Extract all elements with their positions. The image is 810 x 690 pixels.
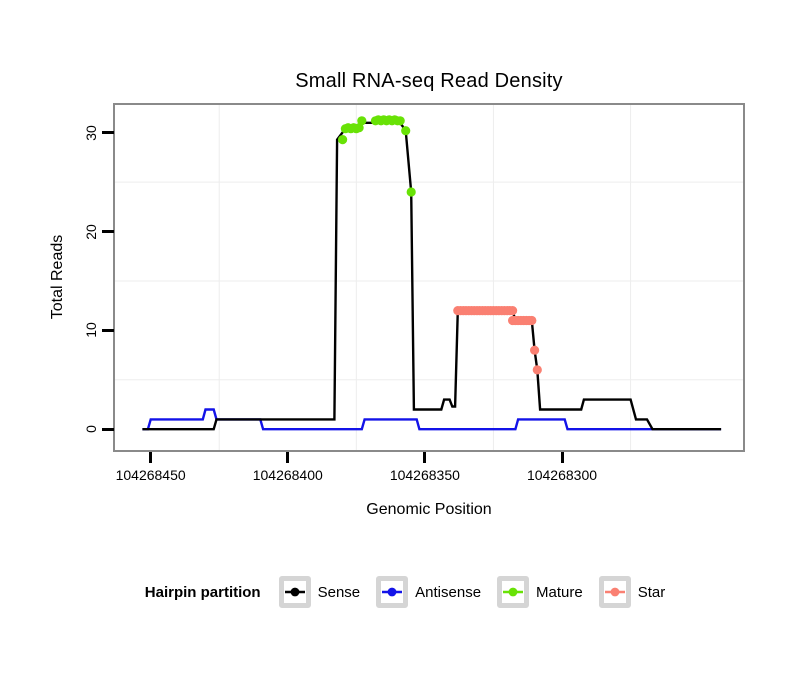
y-tick-mark	[102, 131, 114, 135]
legend-key-sense	[278, 576, 311, 608]
legend-key-swatch-star	[604, 587, 625, 597]
legend-key-star	[598, 576, 631, 608]
sense-line	[142, 121, 722, 431]
mature-point	[357, 116, 367, 126]
legend-item-antisense: Antisense	[376, 576, 481, 608]
y-tick-mark	[102, 427, 114, 431]
y-tick-label: 30	[83, 124, 99, 141]
legend-key-swatch-sense	[284, 587, 305, 597]
legend-key-dot-sense	[290, 587, 300, 597]
mature-point	[406, 187, 416, 197]
legend: Hairpin partition Sense Antisense Mature St…	[0, 576, 810, 608]
x-tick-mark	[423, 452, 427, 463]
legend-key-swatch-antisense	[382, 587, 403, 597]
legend-key-dot-mature	[508, 587, 518, 597]
x-tick-mark	[149, 452, 153, 463]
y-tick-label: 20	[83, 223, 99, 240]
legend-key-dot-antisense	[387, 587, 397, 597]
x-tick-label: 104268450	[115, 467, 186, 483]
chart-title: Small RNA-seq Read Density	[295, 70, 563, 92]
legend-title: Hairpin partition	[144, 583, 261, 601]
legend-item-sense: Sense	[278, 576, 361, 608]
legend-item-mature: Mature	[497, 576, 583, 608]
plot-canvas	[115, 105, 743, 450]
x-tick-mark	[560, 452, 564, 463]
legend-label-star: Star	[637, 583, 666, 601]
legend-label-sense: Sense	[317, 583, 361, 601]
mature-point	[401, 126, 411, 136]
y-tick-label: 0	[83, 425, 99, 434]
legend-item-star: Star	[598, 576, 666, 608]
x-axis-title: Genomic Position	[366, 501, 492, 518]
plot-panel	[113, 103, 745, 452]
x-tick-label: 104268400	[252, 467, 323, 483]
legend-label-mature: Mature	[536, 583, 583, 601]
x-tick-mark	[286, 452, 290, 463]
legend-key-dot-star	[610, 587, 620, 597]
legend-key-antisense	[376, 576, 409, 608]
star-point	[532, 365, 542, 375]
x-tick-label: 104268350	[389, 467, 460, 483]
legend-key-swatch-mature	[503, 587, 524, 597]
y-tick-mark	[102, 328, 114, 332]
mature-point	[395, 116, 405, 126]
y-tick-label: 10	[83, 322, 99, 339]
antisense-line	[142, 408, 722, 431]
mature-point	[338, 135, 348, 145]
x-tick-label: 104268300	[526, 467, 598, 483]
star-point	[527, 315, 537, 326]
star-point	[530, 345, 540, 355]
legend-key-mature	[497, 576, 530, 608]
star-point	[508, 306, 518, 316]
legend-label-antisense: Antisense	[415, 583, 482, 601]
y-axis-title: Total Reads	[49, 234, 66, 320]
mature-point	[354, 123, 364, 133]
y-tick-mark	[102, 230, 114, 234]
